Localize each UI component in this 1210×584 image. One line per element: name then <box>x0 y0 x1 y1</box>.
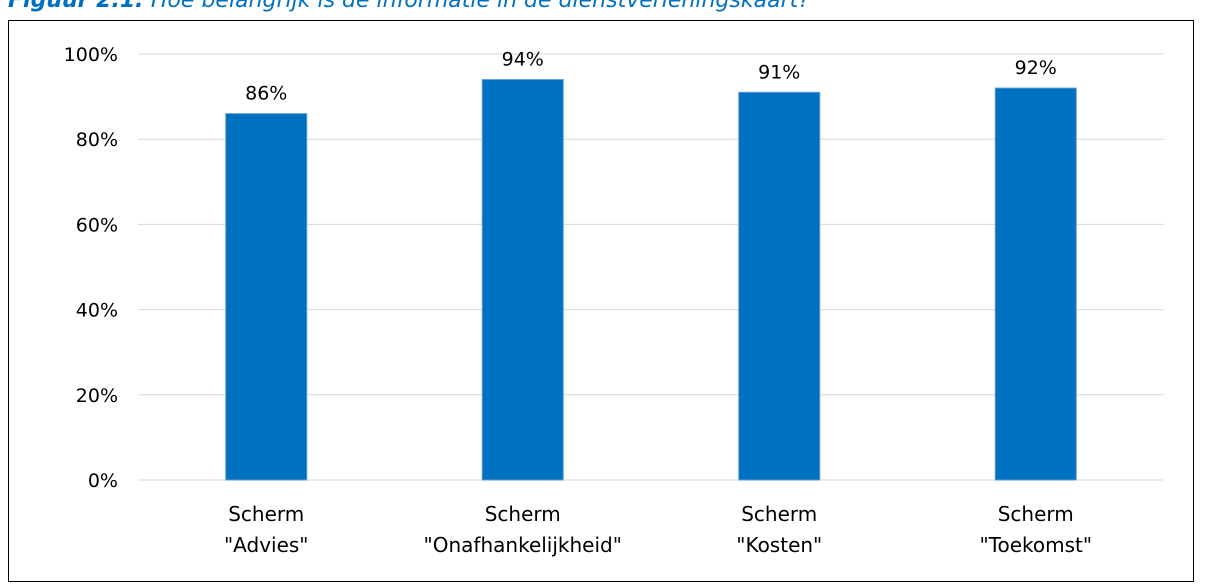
figure-caption: Figuur 2.1: Hoe belangrijk is de informa… <box>8 0 810 15</box>
x-category-label: "Kosten" <box>736 533 822 557</box>
x-category-label: "Onafhankelijkheid" <box>424 533 622 557</box>
y-tick-label: 60% <box>76 214 118 236</box>
y-tick-label: 40% <box>76 300 118 322</box>
x-category-label: Scherm <box>485 502 561 526</box>
data-label: 86% <box>245 83 287 105</box>
bar <box>738 91 821 481</box>
chart-frame: 0% 20% 40% 60% 80% 100% 86% Scherm "Advies" 94% Sc… <box>8 20 1194 582</box>
data-label: 94% <box>502 49 544 71</box>
y-tick-label: 0% <box>88 470 118 492</box>
data-label: 92% <box>1015 57 1057 79</box>
y-tick-label: 20% <box>76 385 118 407</box>
bar <box>994 87 1077 481</box>
figure-caption-text: Hoe belangrijk is de informatie in de di… <box>150 0 810 13</box>
x-category-label: Scherm <box>998 502 1074 526</box>
x-category-label: Scherm <box>228 502 304 526</box>
x-category-label: Scherm <box>741 502 817 526</box>
bar <box>481 79 564 481</box>
x-category-label: "Advies" <box>224 533 309 557</box>
bar-chart: 0% 20% 40% 60% 80% 100% 86% Scherm "Advies" 94% Sc… <box>64 44 1164 557</box>
bar <box>225 113 308 481</box>
figure-caption-label: Figuur 2.1: <box>8 0 144 13</box>
data-label: 91% <box>758 61 800 83</box>
y-tick-label: 100% <box>64 44 118 66</box>
y-tick-label: 80% <box>76 129 118 151</box>
x-category-label: "Toekomst" <box>979 533 1092 557</box>
